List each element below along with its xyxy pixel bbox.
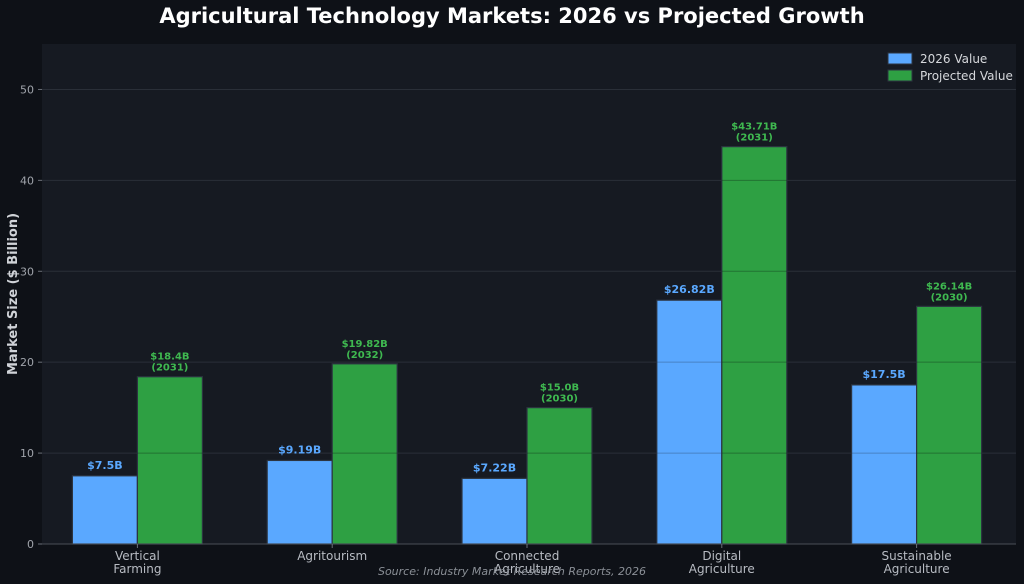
- bar-projected-value: [721, 146, 788, 545]
- y-tick-label: 40: [20, 174, 34, 187]
- x-tick-label: Agriculture: [884, 562, 950, 576]
- legend: 2026 Value Projected Value: [887, 52, 1013, 83]
- value-label-projected: $15.0B: [540, 383, 579, 394]
- y-tick-label: 10: [20, 447, 34, 460]
- value-label-projected: $26.14B: [926, 281, 972, 292]
- y-tick-label: 30: [20, 265, 34, 278]
- bar-2026-value: [656, 299, 723, 545]
- y-axis-label: Market Size ($ Billion): [6, 213, 21, 375]
- x-tick-label: Farming: [113, 562, 161, 576]
- value-label-projected-year: (2031): [151, 363, 188, 374]
- value-label-2026: $7.22B: [473, 461, 516, 474]
- bar-projected-value: [331, 363, 398, 545]
- value-label-2026: $7.5B: [87, 459, 123, 472]
- y-tick-label: 0: [27, 538, 34, 551]
- x-tick-label: Sustainable: [882, 549, 952, 563]
- x-tick-label: Agritourism: [297, 549, 367, 563]
- value-label-projected: $43.71B: [731, 122, 777, 133]
- legend-swatch: [887, 69, 913, 82]
- value-label-2026: $26.82B: [664, 283, 715, 296]
- data-labels: $7.5B$18.4B(2031)$9.19B$19.82B(2032)$7.2…: [87, 122, 972, 475]
- value-label-projected-year: (2031): [736, 133, 773, 144]
- value-label-2026: $9.19B: [278, 443, 321, 456]
- legend-swatch: [887, 52, 913, 65]
- bar-projected-value: [136, 376, 203, 545]
- y-tick-label: 20: [20, 356, 34, 369]
- value-label-projected-year: (2030): [931, 292, 968, 303]
- value-label-2026: $17.5B: [863, 368, 906, 381]
- value-label-projected: $19.82B: [342, 339, 388, 350]
- value-label-projected: $18.4B: [150, 352, 189, 363]
- value-label-projected-year: (2032): [346, 350, 383, 361]
- value-label-projected-year: (2030): [541, 394, 578, 405]
- bar-2026-value: [266, 459, 333, 545]
- legend-entry: 2026 Value: [920, 52, 987, 66]
- x-tick-label: Agriculture: [494, 562, 560, 576]
- bar-2026-value: [461, 477, 528, 545]
- legend-entry: Projected Value: [920, 69, 1013, 83]
- chart-title: Agricultural Technology Markets: 2026 vs…: [159, 4, 865, 28]
- bar-2026-value: [71, 475, 139, 545]
- bar-2026-value: [850, 384, 918, 545]
- x-tick-label: Connected: [495, 549, 560, 563]
- bars: [71, 146, 983, 545]
- x-tick-label: Agriculture: [689, 562, 755, 576]
- y-tick-label: 50: [20, 83, 34, 96]
- bar-projected-value: [526, 407, 593, 545]
- source-note: Source: Industry Market Research Reports…: [378, 565, 646, 578]
- bar-projected-value: [915, 305, 983, 545]
- x-tick-label: Digital: [702, 549, 741, 563]
- x-tick-label: Vertical: [115, 549, 160, 563]
